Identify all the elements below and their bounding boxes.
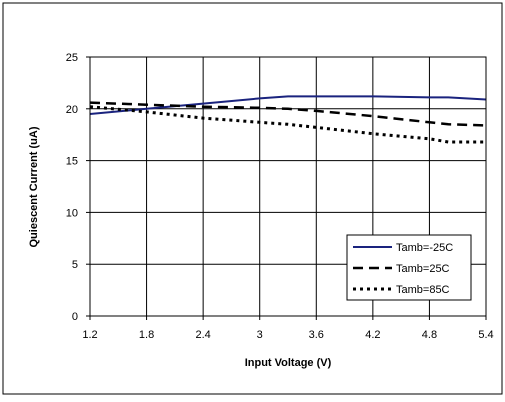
axis-ticks: 1.2 1.8 2.4 3 3.6 4.2 4.8 5.4 0 5 10 15 20 25 — [66, 52, 494, 341]
x-tick-label: 3 — [257, 329, 263, 341]
x-tick-label: 4.8 — [422, 329, 437, 341]
chart-border — [2, 2, 503, 395]
x-tick-label: 2.4 — [195, 329, 210, 341]
x-tick-label: 5.4 — [478, 329, 493, 341]
y-tick-label: 10 — [66, 207, 78, 219]
series-line-3 — [89, 105, 486, 144]
x-axis-title: Input Voltage (V) — [245, 357, 332, 369]
series-layer — [89, 95, 487, 144]
legend-label-1: Tamb=-25C — [396, 242, 453, 254]
x-tick-label: 3.6 — [309, 329, 324, 341]
x-tick-label: 1.8 — [139, 329, 154, 341]
y-tick-label: 20 — [66, 104, 78, 116]
series-line-2 — [89, 101, 487, 127]
x-tick-label: 4.2 — [365, 329, 380, 341]
legend-label-2: Tamb=25C — [396, 263, 450, 275]
y-tick-label: 25 — [66, 52, 78, 64]
legend: Tamb=-25C Tamb=25C Tamb=85C — [346, 234, 472, 301]
legend-label-3: Tamb=85C — [396, 284, 450, 296]
y-tick-label: 0 — [72, 311, 78, 323]
y-tick-label: 5 — [72, 259, 78, 271]
y-axis-title: Quiescent Current (uA) — [28, 126, 40, 247]
plot-area-border — [89, 56, 487, 317]
x-tick-label: 1.2 — [82, 329, 97, 341]
y-tick-label: 15 — [66, 156, 78, 168]
